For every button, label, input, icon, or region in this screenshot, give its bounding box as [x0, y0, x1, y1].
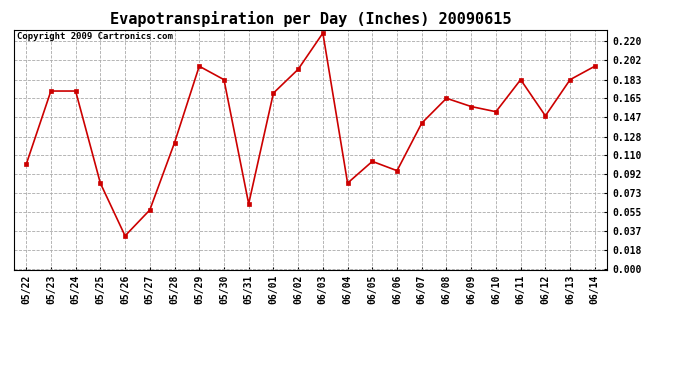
Text: Copyright 2009 Cartronics.com: Copyright 2009 Cartronics.com — [17, 32, 172, 41]
Title: Evapotranspiration per Day (Inches) 20090615: Evapotranspiration per Day (Inches) 2009… — [110, 12, 511, 27]
